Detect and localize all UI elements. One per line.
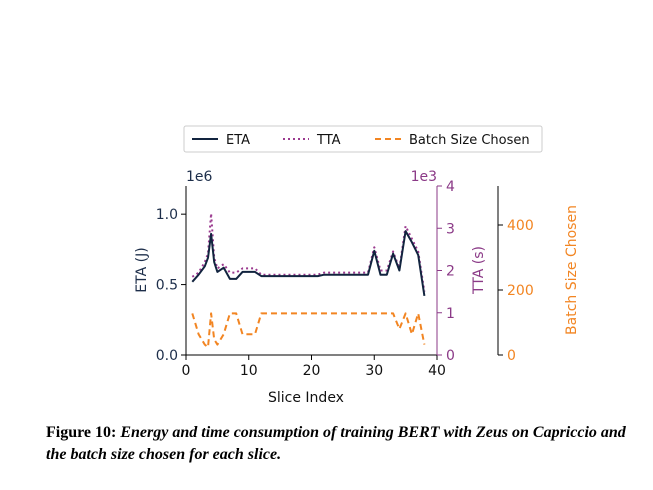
legend-label-batch: Batch Size Chosen	[409, 133, 530, 148]
y-left-exponent: 1e6	[186, 169, 213, 185]
y-mid-axis-label: TTA (s)	[471, 246, 487, 295]
x-tick-label-4: 40	[428, 363, 446, 379]
y-mid-tick-label-0: 0	[446, 348, 455, 364]
caption-label: Figure 10:	[46, 424, 117, 441]
y-left-tick-label-0: 0.0	[156, 348, 178, 364]
x-axis-label: Slice Index	[268, 390, 344, 406]
legend: ETA TTA Batch Size Chosen	[183, 125, 543, 153]
caption-text: Energy and time consumption of training …	[46, 424, 626, 463]
y-right-axis-label: Batch Size Chosen	[564, 205, 580, 335]
y-left-tick-label-1: 0.5	[156, 278, 178, 294]
y-mid-tick-label-2: 2	[446, 264, 455, 280]
series-line-tta	[191, 212, 426, 292]
series-line-batch	[191, 312, 426, 349]
x-tick-label-0: 0	[182, 363, 191, 379]
figure-caption: Figure 10: Energy and time consumption o…	[46, 422, 646, 466]
chart-figure: ETA TTA Batch Size Chosen 0 10 20 30 400.00.…	[134, 125, 580, 406]
y-mid-tick-label-3: 3	[446, 221, 455, 237]
y-right-tick-label-2: 400	[507, 218, 534, 234]
y-mid-tick-label-4: 4	[446, 179, 455, 195]
y-right-tick-label-0: 0	[507, 348, 516, 364]
y-left-axis-label: ETA (J)	[134, 247, 150, 292]
series-line-eta	[191, 230, 426, 297]
legend-label-tta: TTA	[316, 133, 341, 148]
y-left-tick-label-2: 1.0	[156, 207, 178, 223]
x-tick-label-3: 30	[365, 363, 383, 379]
y-mid-tick-label-1: 1	[446, 306, 455, 322]
x-tick-label-2: 20	[303, 363, 321, 379]
legend-box	[183, 125, 543, 153]
y-right-tick-label-1: 200	[507, 283, 534, 299]
legend-label-eta: ETA	[226, 133, 250, 148]
series-layer	[191, 212, 426, 349]
y-mid-exponent: 1e3	[411, 169, 437, 185]
x-tick-label-1: 10	[240, 363, 258, 379]
